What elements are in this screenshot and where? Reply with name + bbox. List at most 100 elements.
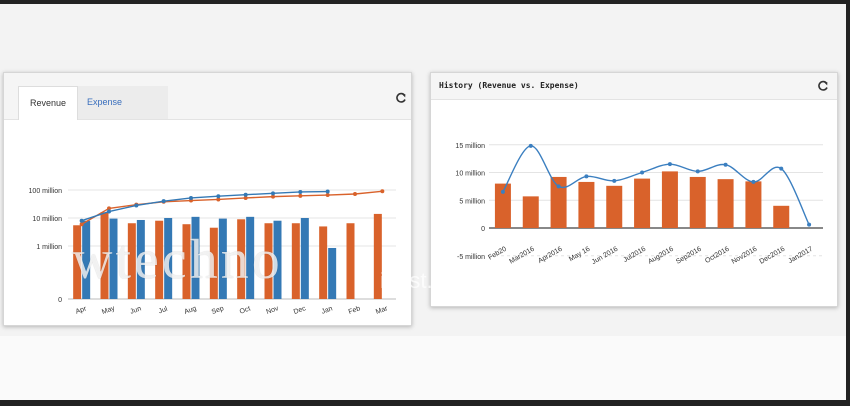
expense-line-point — [528, 143, 533, 148]
expense-line-point — [723, 162, 728, 167]
revenue-bar — [661, 171, 678, 228]
expense-line-point — [584, 174, 589, 179]
x-tick-label: Jul2016 — [622, 246, 647, 264]
revenue-line-point — [298, 193, 303, 198]
expense-line-point — [243, 192, 248, 197]
revenue-line-point — [216, 197, 221, 202]
history-panel: History (Revenue vs. Expense) 15 million… — [430, 72, 838, 307]
expense-line-point — [640, 170, 645, 175]
revenue-bar — [319, 226, 328, 299]
revenue-line-point — [325, 193, 330, 198]
expense-bar — [273, 220, 282, 299]
x-tick-label: Oct — [239, 305, 252, 315]
x-tick-label: May — [101, 305, 116, 316]
x-tick-label: Dec — [293, 305, 308, 316]
revenue-line-point — [243, 195, 248, 200]
expense-line-point — [189, 195, 193, 200]
revenue-bar — [237, 219, 246, 299]
y-tick-label: 0 — [481, 226, 485, 233]
revenue-bar — [717, 179, 734, 228]
revenue-bar — [209, 227, 218, 299]
revenue-bar — [264, 223, 273, 299]
revenue-bar — [100, 212, 109, 299]
revenue-bar — [373, 213, 382, 299]
expense-line-point — [107, 209, 111, 214]
top-border — [0, 0, 850, 4]
revenue-bar — [578, 181, 595, 228]
x-tick-label: Jun — [129, 305, 142, 315]
expense-bar — [109, 218, 118, 299]
y-tick-label: -5 million — [457, 254, 485, 261]
expense-bar — [246, 216, 255, 299]
revenue-bar — [550, 176, 567, 228]
refresh-icon[interactable] — [395, 92, 407, 104]
revenue-chart: 100 million 10 million 1 million 0 Apr May Jun… — [29, 188, 396, 316]
expense-line-point — [79, 218, 84, 223]
revenue-panel: Revenue Expense 100 million 10 million 1 m… — [3, 72, 412, 326]
x-tick-label: Apr — [75, 305, 88, 316]
revenue-line-point — [380, 189, 385, 194]
revenue-bar — [745, 181, 762, 228]
expense-bar — [136, 219, 145, 299]
x-tick-label: Feb20 — [487, 246, 508, 262]
revenue-line-point — [271, 194, 275, 199]
revenue-bar — [634, 178, 651, 228]
y-tick-label: 15 million — [455, 143, 485, 150]
expense-bar — [300, 218, 309, 299]
y-tick-label: 1 million — [36, 244, 62, 251]
revenue-bar — [291, 223, 300, 299]
revenue-line-point — [353, 191, 357, 196]
revenue-bar — [689, 176, 706, 228]
history-panel-header: History (Revenue vs. Expense) — [431, 73, 837, 100]
panel-title: History (Revenue vs. Expense) — [439, 81, 579, 90]
revenue-panel-header: Revenue Expense — [4, 73, 411, 120]
x-tick-label: Apr2016 — [537, 246, 564, 265]
expense-line-point — [667, 162, 672, 167]
lower-area — [0, 336, 846, 400]
revenue-bar — [73, 225, 82, 299]
revenue-line-point — [107, 206, 111, 211]
revenue-bar — [127, 223, 136, 299]
x-tick-label: Oct2016 — [704, 246, 731, 265]
expense-bar — [218, 218, 227, 299]
y-tick-label: 0 — [58, 297, 62, 304]
expense-line-point — [298, 189, 303, 194]
x-tick-label: Jul — [158, 306, 169, 316]
history-chart: 15 million 10 million 5 million 0 -5 million… — [455, 143, 823, 266]
revenue-bar — [773, 205, 790, 228]
expense-bar — [328, 247, 337, 299]
y-tick-label: 10 million — [32, 216, 62, 223]
revenue-bar — [155, 220, 164, 299]
expense-cumulative-line — [81, 190, 328, 222]
tab-expense[interactable]: Expense — [87, 97, 123, 107]
expense-line-point — [751, 179, 756, 184]
revenue-bar — [606, 185, 623, 228]
revenue-bar — [522, 196, 539, 228]
x-tick-label: May 16 — [568, 246, 591, 264]
x-tick-label: Feb — [348, 305, 362, 316]
right-border — [846, 0, 850, 406]
expense-line-point — [779, 166, 784, 171]
revenue-bar — [182, 224, 191, 299]
revenue-line-point — [79, 222, 84, 227]
expense-line-point — [216, 194, 221, 199]
revenue-bar — [346, 223, 355, 299]
x-tick-label: Mar — [375, 305, 389, 316]
tab-revenue[interactable]: Revenue — [18, 86, 79, 120]
revenue-cumulative-line — [81, 190, 383, 225]
expense-line — [502, 145, 810, 225]
expense-line-point — [325, 189, 330, 194]
expense-line-point — [695, 169, 700, 174]
refresh-icon[interactable] — [817, 80, 829, 92]
expense-bar — [164, 218, 173, 299]
x-tick-label: Sep — [211, 305, 225, 316]
expense-line-point — [807, 222, 812, 227]
expense-line-point — [556, 184, 561, 189]
tab-bar: Revenue Expense — [18, 86, 168, 120]
x-tick-label: Sep2016 — [675, 246, 703, 266]
expense-bar — [82, 220, 91, 299]
y-tick-label: 10 million — [455, 171, 485, 178]
bottom-border — [0, 400, 850, 406]
expense-bar — [191, 216, 200, 299]
x-tick-label: Jan — [321, 305, 334, 315]
